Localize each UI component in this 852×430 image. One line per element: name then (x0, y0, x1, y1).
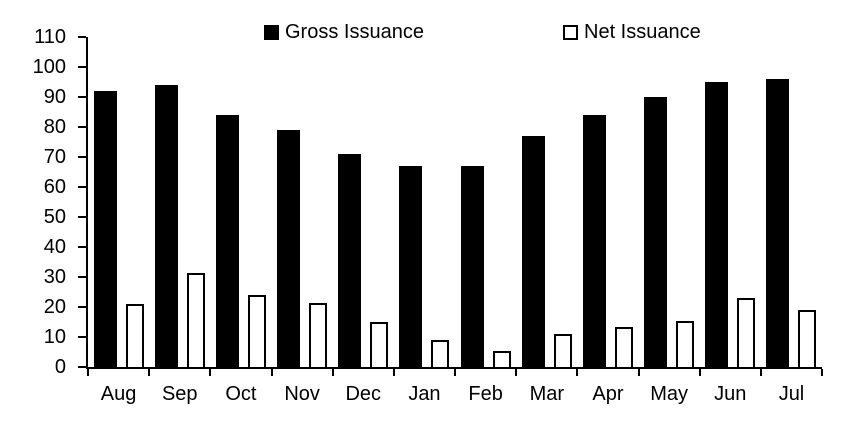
net-issuance-bar-aug (125, 304, 144, 367)
net-issuance-bar-sep (186, 272, 205, 367)
legend-item-net-issuance: Net Issuance (563, 20, 701, 44)
bar-group-may (639, 97, 700, 367)
y-axis-label: 20 (43, 296, 66, 318)
x-axis-label-apr: Apr (592, 383, 624, 405)
x-axis-label-may: May (650, 383, 689, 405)
y-axis-tick (78, 276, 86, 278)
x-axis-label-jan: Jan (408, 383, 441, 405)
gross-issuance-bar-aug (93, 91, 117, 367)
bar-group-mar (516, 136, 577, 367)
y-axis-tick (78, 126, 86, 128)
bar-group-jun (700, 82, 761, 367)
gross-issuance-bar-dec (338, 154, 362, 367)
x-axis-tick (576, 369, 579, 376)
bar-group-dec (333, 154, 394, 367)
y-axis-tick (78, 366, 86, 368)
y-axis-label: 80 (43, 116, 66, 138)
y-axis-tick (78, 156, 86, 158)
net-issuance-bar-apr (614, 326, 633, 367)
bar-group-sep (149, 85, 210, 367)
x-axis-label-dec: Dec (345, 383, 382, 405)
gross-issuance-bar-jun (705, 82, 729, 367)
gross-issuance-bar-nov (277, 130, 301, 367)
y-axis-tick (78, 306, 86, 308)
x-axis-tick (331, 369, 334, 376)
y-axis-tick (78, 36, 86, 38)
x-axis-tick (759, 369, 762, 376)
gross-issuance-bar-sep (154, 85, 178, 367)
bar-group-jan (394, 166, 455, 367)
net-issuance-bar-jan (431, 340, 450, 367)
bar-group-oct (210, 115, 271, 367)
x-axis-label-mar: Mar (529, 383, 565, 405)
gross-issuance-bar-jul (766, 79, 790, 367)
plot-area: 0 10 20 30 40 50 60 70 80 90 100 110 (33, 26, 823, 378)
y-axis-tick (78, 186, 86, 188)
x-axis-tick (821, 369, 823, 376)
gross-issuance-bar-may (644, 97, 668, 367)
x-axis-tick (87, 369, 89, 376)
x-axis-label-jun: Jun (714, 383, 747, 405)
x-axis-tick (270, 369, 273, 376)
y-axis-tick (78, 246, 86, 248)
net-issuance-bar-nov (309, 302, 328, 367)
y-axis-label: 100 (32, 56, 66, 78)
legend-item-gross-issuance: Gross Issuance (264, 20, 424, 44)
gross-issuance-bar-oct (215, 115, 239, 367)
net-issuance-bar-oct (247, 295, 266, 367)
x-axis-tick (392, 369, 395, 376)
gross-issuance-legend-label: Gross Issuance (285, 21, 424, 43)
net-issuance-bar-jul (798, 310, 817, 367)
y-axis-tick (78, 336, 86, 338)
bar-group-nov (272, 130, 333, 367)
x-axis-tick (454, 369, 456, 376)
y-axis-label: 60 (43, 176, 66, 198)
y-axis-tick (78, 216, 86, 218)
x-axis-label-aug: Aug (100, 383, 137, 405)
y-axis-label: 110 (34, 26, 66, 48)
bar-group-feb (455, 166, 516, 367)
net-issuance-bar-jun (737, 298, 756, 367)
gross-issuance-bar-apr (582, 115, 606, 367)
x-axis-label-jul: Jul (778, 383, 805, 405)
bar-group-jul (761, 79, 822, 367)
x-axis-label-nov: Nov (284, 383, 320, 405)
net-issuance-bar-feb (492, 350, 511, 367)
bars (88, 37, 822, 367)
y-axis-tick (78, 66, 86, 68)
bar-group-aug (88, 91, 149, 367)
gross-issuance-bar-mar (521, 136, 545, 367)
y-axis-label: 10 (43, 326, 66, 348)
x-axis-label-sep: Sep (161, 383, 198, 405)
x-axis-tick (637, 369, 640, 376)
y-axis-label: 90 (43, 86, 66, 108)
bar-group-apr (577, 115, 638, 367)
x-axis-label-feb: Feb (468, 383, 503, 405)
x-axis-tick (698, 369, 701, 376)
y-axis-label: 40 (43, 236, 66, 258)
x-axis-tick (209, 369, 212, 376)
gross-issuance-swatch-icon (264, 24, 279, 40)
net-issuance-swatch-icon (563, 24, 578, 40)
gross-issuance-bar-jan (399, 166, 423, 367)
net-issuance-bar-mar (553, 334, 572, 367)
y-axis-label: 70 (43, 146, 66, 168)
x-axis-tick (148, 369, 151, 376)
gross-issuance-bar-feb (460, 166, 484, 367)
x-axis-tick (515, 369, 518, 376)
y-axis-label: 50 (43, 206, 66, 228)
y-axis-tick (78, 96, 86, 98)
y-axis-label: 0 (54, 356, 66, 378)
net-issuance-bar-may (676, 320, 695, 367)
x-axis-label-oct: Oct (225, 383, 257, 405)
y-axis-label: 30 (43, 266, 66, 288)
x-axis-labels: Aug Sep Oct Nov Dec Jan Feb Mar Apr May Jun Jul (88, 382, 822, 406)
net-issuance-legend-label: Net Issuance (584, 21, 701, 43)
net-issuance-bar-dec (370, 322, 389, 367)
